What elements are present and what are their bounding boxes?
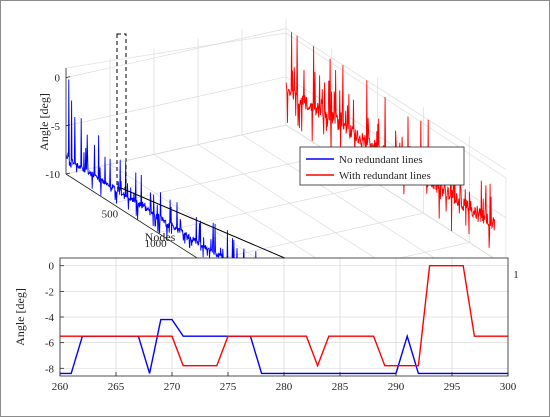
x-tick-label-2d: 290 (388, 381, 405, 393)
legend: No redundant lines With redundant lines (299, 146, 465, 186)
zoom-selection-box (116, 33, 127, 189)
x-tick-label-2d: 275 (220, 381, 237, 393)
z-tick-label: -5 (51, 121, 61, 133)
legend-entry-with-redundant: With redundant lines (339, 170, 431, 182)
x-tick-label-2d: 280 (276, 381, 293, 393)
chart-2d-zoom: 260 265 270 275 280 285 290 295 300 0 -2 -4 -6 -8 Ang… (13, 257, 517, 393)
x-axis-label: Nodes (145, 230, 176, 244)
ticks-2d: 260 265 270 275 280 285 290 295 300 0 -2 -4 -6 -8 (45, 261, 517, 393)
y-axis-label-2d: Angle [deg] (13, 288, 27, 346)
legend-entry-no-redundant: No redundant lines (339, 154, 423, 166)
y-tick-label-2d: 0 (49, 261, 55, 273)
x-tick-label-2d: 295 (444, 381, 461, 393)
x-tick-label-2d: 260 (52, 381, 69, 393)
x-tick-label-2d: 300 (500, 381, 517, 393)
zoom-connector-line (120, 187, 288, 260)
y-tick-label: 1 (513, 269, 519, 281)
x-tick-label-2d: 285 (332, 381, 349, 393)
x-tick-label-2d: 265 (108, 381, 125, 393)
series-with-redundant-lines-2d (60, 265, 508, 368)
y-tick-label-2d: -2 (45, 286, 54, 298)
z-tick-label: -10 (45, 169, 60, 181)
y-gridline (197, 38, 419, 286)
x-tick-label-2d: 270 (164, 381, 181, 393)
y-gridline (153, 48, 375, 296)
z-axis-label: Angle [deg] (37, 93, 51, 151)
x-tick-label: 500 (102, 208, 119, 220)
y-tick-label-2d: -4 (45, 312, 55, 324)
x-tick-label: 1000 (145, 238, 168, 250)
y-gridline (241, 28, 463, 277)
z-tick (65, 124, 71, 127)
y-tick-label-2d: -6 (45, 338, 55, 350)
legend-box (299, 146, 465, 186)
y-tick-label-2d: -8 (45, 363, 55, 375)
z-tick (65, 76, 71, 79)
z-tick-label: 0 (55, 73, 61, 85)
y-gridline (285, 19, 507, 267)
z-tick (65, 172, 71, 175)
